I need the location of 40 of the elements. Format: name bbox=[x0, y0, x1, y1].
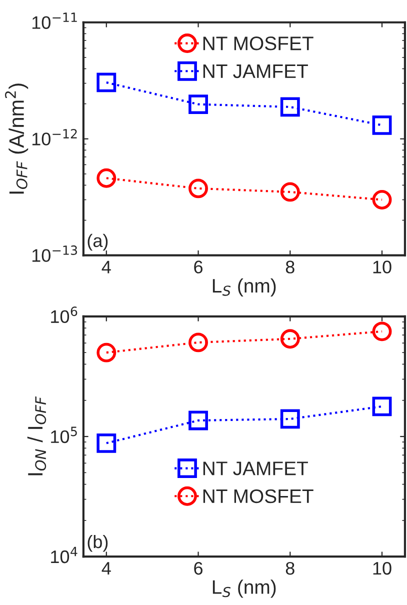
annotation: (b) bbox=[88, 534, 108, 552]
y-tick-label: 10$^{−13}$ bbox=[32, 245, 78, 262]
point bbox=[96, 342, 116, 362]
y-tick-label: 10$^{−11}$ bbox=[32, 12, 77, 29]
point bbox=[188, 178, 208, 198]
point bbox=[280, 97, 300, 117]
x-tick-label: 6 bbox=[194, 260, 202, 274]
x-axis-title: L$_{S}$ (nm) bbox=[212, 580, 276, 598]
x-tick-label: 4 bbox=[102, 562, 111, 575]
legend-label: NT JAMFET bbox=[203, 462, 308, 476]
point bbox=[372, 322, 392, 342]
x-tick-label: 4 bbox=[102, 260, 111, 274]
y-tick-label: 10$^{4}$ bbox=[51, 546, 78, 564]
point bbox=[372, 396, 392, 416]
x-tick-label: 10 bbox=[373, 562, 392, 575]
legend-label: NT MOSFET bbox=[203, 36, 314, 50]
y-tick-label: 10$^{5}$ bbox=[51, 426, 77, 444]
point bbox=[96, 433, 116, 453]
point bbox=[280, 182, 300, 202]
point bbox=[96, 72, 116, 92]
legend-label: NT MOSFET bbox=[203, 489, 314, 504]
y-axis-title: I$_{ON}$ / I$_{OFF}$ bbox=[27, 396, 46, 476]
x-tick-label: 8 bbox=[286, 260, 294, 274]
point bbox=[280, 409, 300, 429]
point bbox=[188, 94, 208, 114]
x-tick-label: 8 bbox=[286, 562, 294, 575]
point bbox=[372, 190, 392, 210]
y-axis-title: I$_{OFF}$ (A/nm$^{2}$) bbox=[4, 84, 28, 194]
point bbox=[188, 410, 208, 430]
point bbox=[96, 168, 116, 188]
point bbox=[188, 332, 208, 352]
legend-label: NT JAMFET bbox=[203, 64, 308, 78]
x-axis-title: L$_{S}$ (nm) bbox=[212, 278, 276, 297]
x-tick-label: 6 bbox=[194, 562, 202, 575]
x-tick-label: 10 bbox=[373, 260, 392, 274]
y-tick-label: 10$^{−12}$ bbox=[32, 128, 77, 146]
annotation: (a) bbox=[88, 234, 108, 251]
point bbox=[280, 329, 300, 349]
point bbox=[372, 115, 392, 135]
y-tick-label: 10$^{6}$ bbox=[51, 306, 78, 323]
